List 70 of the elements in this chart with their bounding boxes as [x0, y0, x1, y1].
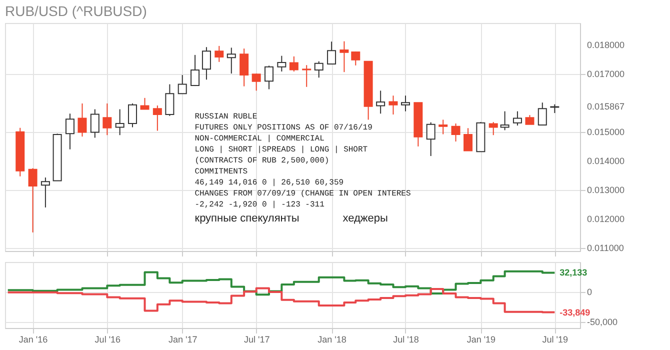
- y-tick-label: 0.012000: [587, 214, 625, 224]
- annotation: -2,242 -1,920 0 | -123 -311: [194, 200, 325, 210]
- annotation: -33,849: [560, 307, 590, 318]
- candlestick: [351, 50, 360, 66]
- y-tick-label: 0.015000: [587, 126, 625, 137]
- y-tick-label: 0.017000: [587, 68, 625, 79]
- x-tick-label: Jul '16: [94, 334, 121, 344]
- chart-title: RUB/USD (^RUBUSD): [5, 3, 147, 19]
- annotation: RUSSIAN RUBLE: [194, 112, 258, 122]
- candlestick: [252, 73, 261, 92]
- x-tick-label: Jul '17: [244, 334, 270, 344]
- candlestick: [115, 108, 124, 136]
- candlestick: [140, 97, 150, 110]
- candlestick: [525, 114, 534, 125]
- candlestick: [538, 102, 547, 126]
- annotation: FUTURES ONLY POSITIONS AS OF 07/16/19: [194, 123, 373, 132]
- candlestick: [302, 64, 312, 88]
- candlestick: [102, 102, 112, 136]
- candlestick: [264, 65, 274, 90]
- candlestick: [340, 40, 349, 73]
- x-tick-label: Jul '19: [542, 334, 568, 344]
- y-tick-label: 0.011000: [587, 243, 624, 254]
- candlestick: [388, 95, 398, 115]
- x-tick-label: Jul '18: [393, 334, 419, 344]
- candlestick: [426, 122, 436, 157]
- annotation: хеджеры: [342, 212, 388, 224]
- candlestick: [438, 119, 448, 135]
- candlestick: [128, 102, 138, 128]
- candlestick: [277, 55, 286, 72]
- annotation: NON-COMMERCIAL | COMMERCIAL: [194, 134, 325, 144]
- y-tick-label: 0.018000: [587, 40, 625, 50]
- x-tick-label: Jan '19: [466, 334, 496, 344]
- annotation: LONG | SHORT |SPREADS | LONG | SHORT: [194, 145, 368, 154]
- annotation: (CONTRACTS OF RUB 2,500,000): [194, 156, 330, 166]
- x-tick-label: Jan '16: [18, 334, 48, 344]
- annotation: CHANGES FROM 07/09/19 (CHANGE IN OPEN INTERES: [194, 189, 411, 198]
- candlestick: [289, 56, 298, 72]
- candlestick: [78, 102, 87, 138]
- candlestick: [376, 90, 386, 114]
- x-tick-label: Jan '17: [168, 334, 198, 344]
- candlestick: [178, 74, 187, 94]
- candlestick: [226, 47, 236, 74]
- candlestick: [190, 54, 200, 87]
- candlestick: [327, 41, 336, 64]
- candlestick: [40, 177, 50, 208]
- y-tick-label: 0.014000: [587, 156, 625, 166]
- candlestick: [65, 113, 74, 150]
- candlestick: [464, 128, 473, 152]
- candlestick: [500, 110, 510, 131]
- candlestick: [314, 60, 324, 78]
- candlestick: [451, 122, 460, 142]
- candlestick: [401, 95, 410, 112]
- x-tick-label: Jan '18: [318, 334, 346, 344]
- y-tick-label: 0.015867: [587, 102, 625, 112]
- annotation: COMMITMENTS: [194, 167, 248, 176]
- y-tick-label: 0.013000: [587, 185, 625, 196]
- candlestick: [90, 108, 100, 138]
- candlestick: [152, 104, 162, 132]
- candlestick: [165, 84, 174, 116]
- candlestick: [488, 122, 498, 136]
- annotation: 32,133: [560, 268, 588, 278]
- annotation: крупные спекулянты: [194, 212, 300, 224]
- candlestick: [512, 110, 522, 126]
- candlestick: [240, 48, 249, 87]
- candlestick: [214, 45, 224, 62]
- annotation: 46,149 14,016 0 | 26,510 60,359: [194, 178, 344, 188]
- y-tick-label: -50,000: [587, 317, 618, 327]
- candlestick: [28, 168, 38, 233]
- y-tick-label: 0: [587, 287, 592, 297]
- candlestick: [202, 46, 211, 80]
